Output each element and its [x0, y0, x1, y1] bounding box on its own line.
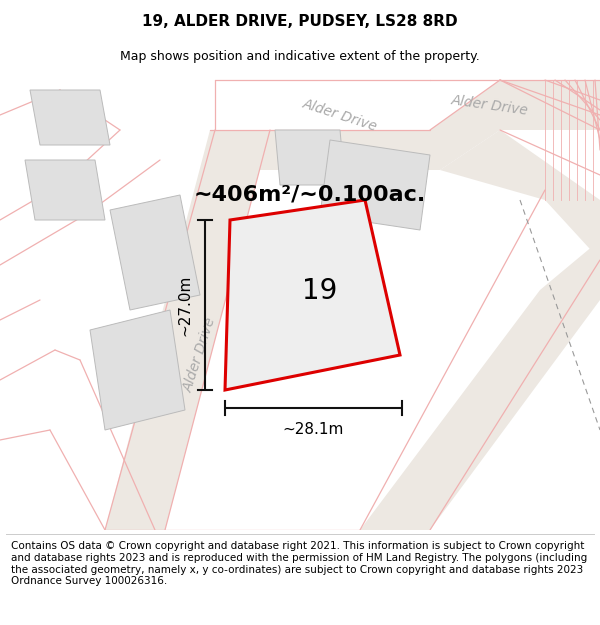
Polygon shape: [210, 80, 600, 170]
Text: 19: 19: [302, 278, 338, 305]
Polygon shape: [360, 240, 600, 530]
Polygon shape: [440, 130, 600, 260]
Text: Map shows position and indicative extent of the property.: Map shows position and indicative extent…: [120, 50, 480, 62]
Polygon shape: [105, 130, 270, 530]
Polygon shape: [110, 195, 200, 310]
Text: ~27.0m: ~27.0m: [178, 274, 193, 336]
Text: ~28.1m: ~28.1m: [283, 422, 344, 437]
Text: Alder Drive: Alder Drive: [301, 96, 379, 134]
Polygon shape: [25, 160, 105, 220]
Polygon shape: [225, 200, 400, 390]
Text: Alder Drive: Alder Drive: [181, 316, 218, 394]
Text: Contains OS data © Crown copyright and database right 2021. This information is : Contains OS data © Crown copyright and d…: [11, 541, 587, 586]
Text: ~406m²/~0.100ac.: ~406m²/~0.100ac.: [194, 185, 426, 205]
Polygon shape: [275, 130, 345, 185]
Polygon shape: [320, 140, 430, 230]
Polygon shape: [90, 310, 185, 430]
Text: 19, ALDER DRIVE, PUDSEY, LS28 8RD: 19, ALDER DRIVE, PUDSEY, LS28 8RD: [142, 14, 458, 29]
Polygon shape: [30, 90, 110, 145]
Text: Alder Drive: Alder Drive: [451, 92, 529, 118]
